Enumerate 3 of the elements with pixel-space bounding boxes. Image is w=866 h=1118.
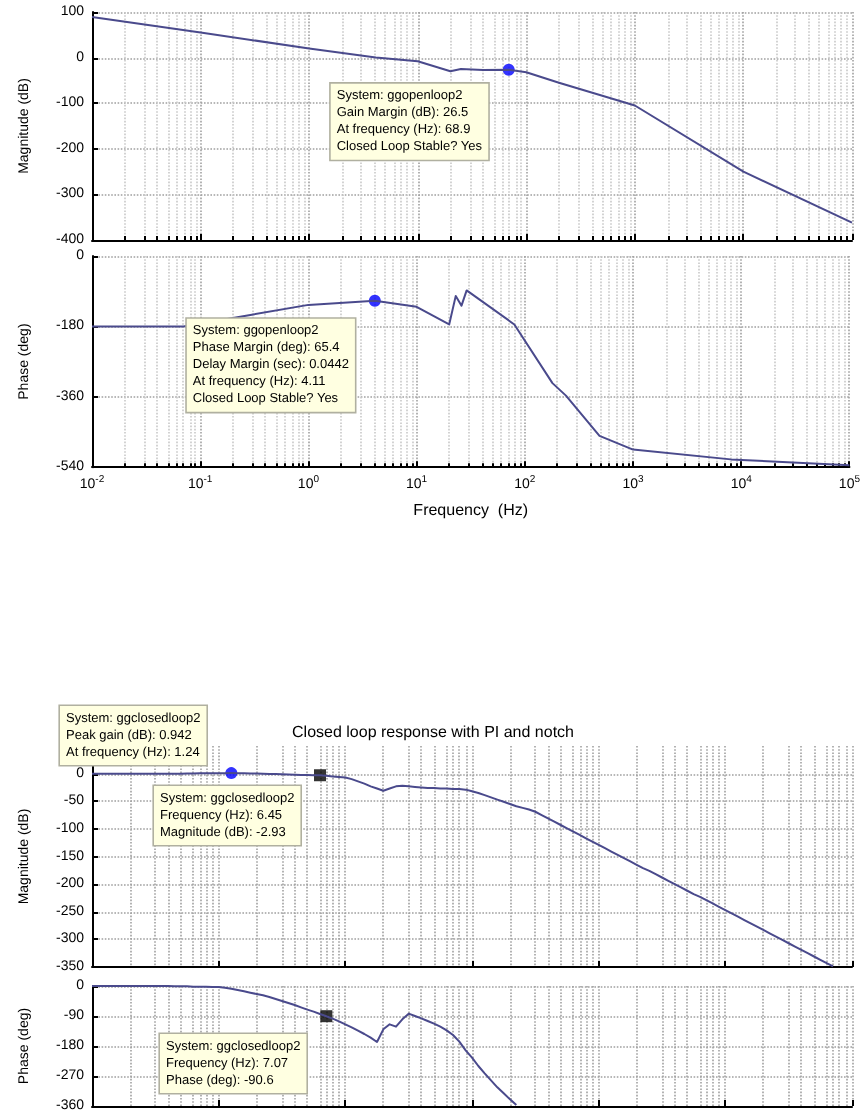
line-series [91,985,518,1106]
x-axis-title: Frequency (Hz) [413,501,529,519]
chart-title: Closed loop response with PI and notch [292,723,574,741]
